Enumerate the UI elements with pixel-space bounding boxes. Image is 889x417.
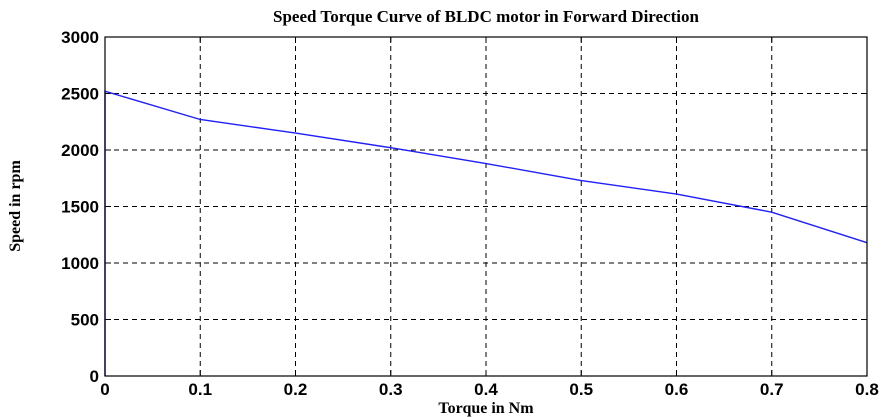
x-tick-label: 0.2 [284, 380, 308, 399]
y-tick-label: 3000 [61, 28, 99, 47]
grid [105, 37, 867, 376]
series-lines [104, 90, 868, 376]
chart-title: Speed Torque Curve of BLDC motor in Forw… [273, 7, 699, 26]
x-tick-label: 0.6 [665, 380, 689, 399]
y-axis-label: Speed in rpm [7, 160, 24, 252]
x-tick-label: 0.8 [855, 380, 879, 399]
y-tick-label: 0 [90, 367, 99, 386]
x-axis-label: Torque in Nm [438, 400, 534, 417]
plot-frame [104, 36, 868, 377]
x-tick-label: 0.4 [474, 380, 498, 399]
x-tick-label: 0.5 [569, 380, 593, 399]
series-line [104, 90, 868, 376]
y-tick-label: 500 [71, 311, 99, 330]
ticks: 0 0.1 0.2 0.3 0.4 0.5 0.6 0.7 0.8 0 500 1000 1500 200… [61, 28, 879, 399]
y-tick-label: 2000 [61, 141, 99, 160]
y-tick-label: 1500 [61, 198, 99, 217]
x-tick-label: 0.1 [188, 380, 212, 399]
x-tick-label: 0 [100, 380, 109, 399]
y-tick-label: 2500 [61, 85, 99, 104]
x-tick-label: 0.3 [379, 380, 403, 399]
y-tick-label: 1000 [61, 254, 99, 273]
x-tick-label: 0.7 [760, 380, 784, 399]
